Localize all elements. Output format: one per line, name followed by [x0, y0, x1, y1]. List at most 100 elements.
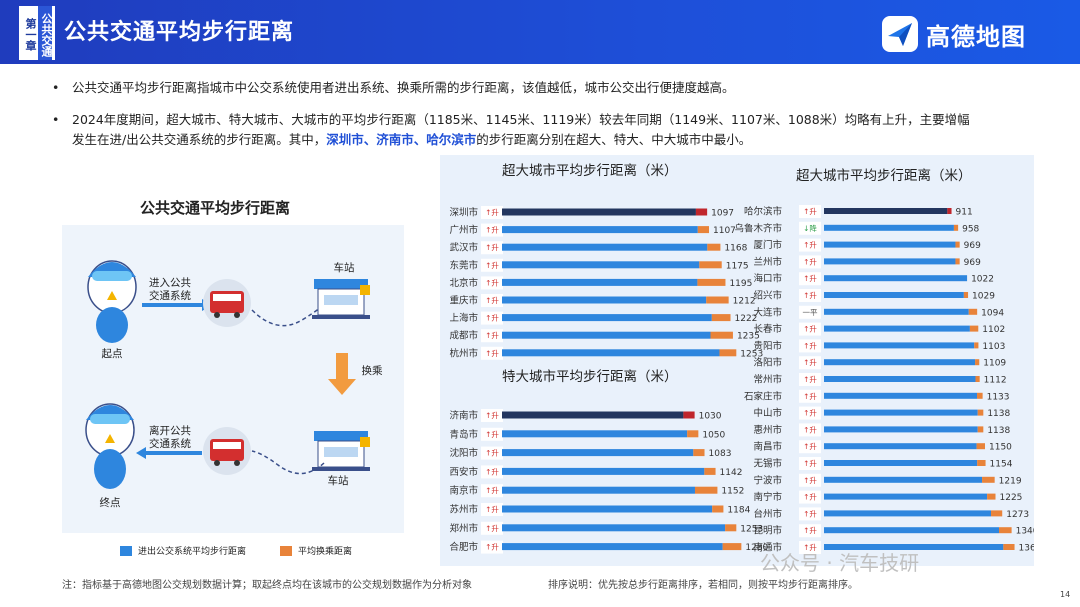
- bar-walk: [824, 527, 999, 534]
- data-label: 1107: [713, 226, 736, 236]
- trend-badge: [799, 221, 821, 235]
- watermark: 公众号 · 汽车技研: [760, 551, 920, 575]
- category-label: 东莞市: [449, 259, 478, 271]
- mascot-icon: [85, 403, 135, 489]
- data-label: 1184: [727, 506, 750, 516]
- trend-label: ↑升: [803, 409, 817, 418]
- exit-label: 离开公共 交通系统: [149, 425, 191, 450]
- trend-badge: [799, 305, 821, 319]
- station-icon: [312, 431, 370, 471]
- category-label: 南通市: [753, 542, 782, 554]
- bar-walk: [824, 376, 976, 382]
- trend-label: ↑升: [803, 257, 817, 266]
- bar-walk: [824, 426, 978, 433]
- bar-transfer: [977, 460, 986, 466]
- end-label: 终点: [99, 497, 121, 509]
- bar-walk: [824, 460, 978, 466]
- trend-label: ↑升: [803, 493, 817, 502]
- trend-badge: [481, 294, 503, 307]
- bar-transfer: [704, 467, 716, 475]
- bar-transfer: [695, 208, 708, 216]
- bar-transfer: [711, 314, 731, 322]
- logo-text: 高德地图: [926, 22, 1026, 51]
- category-label: 北京市: [449, 277, 478, 289]
- trend-label: ↑升: [803, 274, 817, 283]
- bar-walk: [502, 411, 684, 419]
- trend-label: ↑升: [803, 241, 817, 250]
- category-label: 合肥市: [449, 541, 478, 553]
- category-label: 中山市: [753, 407, 782, 419]
- category-label: 沈阳市: [449, 447, 478, 459]
- trend-badge: [799, 490, 821, 504]
- bar-walk: [824, 308, 969, 315]
- trend-label: ↑升: [485, 314, 499, 323]
- paper-plane-icon: [882, 16, 918, 52]
- bar-transfer: [974, 342, 979, 349]
- category-label: 昆明市: [753, 525, 782, 537]
- trend-label: ↑升: [803, 442, 817, 451]
- trend-label: ↑升: [803, 425, 817, 434]
- trend-badge: [481, 311, 503, 325]
- bar-transfer: [977, 409, 984, 416]
- trend-badge: [481, 503, 503, 516]
- data-label: 1253: [740, 524, 763, 534]
- category-label: 绍兴市: [753, 290, 782, 302]
- data-label: 1102: [982, 325, 1005, 335]
- bar-walk: [502, 208, 696, 216]
- bar-transfer: [687, 430, 699, 438]
- bar-transfer: [955, 241, 960, 248]
- data-label: 1253: [740, 349, 763, 359]
- data-label: 1225: [1000, 493, 1023, 503]
- bar-walk: [824, 544, 1004, 550]
- bar-transfer: [987, 493, 996, 500]
- bullet-dot: •: [52, 80, 60, 95]
- bullet-2: • 2024年度期间，超大城市、特大城市、大城市的平均步行距离（1185米、11…: [52, 110, 1042, 152]
- trend-label: ↑升: [485, 505, 499, 514]
- trend-label: ↑升: [485, 208, 499, 217]
- bar-transfer: [694, 486, 718, 494]
- bar-walk: [502, 243, 708, 251]
- data-label: 1142: [720, 468, 743, 478]
- bullet-1: • 公共交通平均步行距离指城市中公交系统使用者进出系统、换乘所需的步行距离，该值…: [52, 78, 1042, 98]
- text-post: 的步行距离分别在超大、特大、中大城市中最小。: [476, 132, 752, 147]
- chart-title: 超大城市平均步行距离（米）: [502, 162, 678, 179]
- data-label: 1152: [721, 487, 744, 497]
- trend-badge: [799, 205, 821, 218]
- data-label: 1103: [982, 342, 1005, 352]
- bar-transfer: [693, 449, 705, 457]
- bar-transfer: [968, 308, 978, 315]
- legend-item-walk: 进出公交系统平均步行距离: [120, 544, 246, 557]
- bar-transfer: [955, 258, 960, 265]
- transfer-label: 换乘: [361, 365, 383, 377]
- category-label: 洛阳市: [753, 357, 782, 369]
- category-label: 兰州市: [753, 256, 782, 268]
- data-label: 1030: [699, 412, 722, 422]
- bar-transfer: [725, 524, 737, 532]
- trend-label: ↑升: [803, 358, 817, 367]
- trend-badge: [799, 473, 821, 487]
- data-label: 969: [964, 258, 981, 268]
- trend-badge: [799, 457, 821, 470]
- trend-badge: [799, 440, 821, 454]
- bar-walk: [824, 409, 978, 416]
- data-label: 1029: [972, 292, 995, 302]
- data-label: 1154: [990, 460, 1013, 470]
- category-label: 惠州市: [753, 424, 782, 436]
- data-label: 1133: [987, 392, 1010, 402]
- bar-transfer: [975, 376, 980, 382]
- diagram-panel: 进入公共 交通系统 离开公共 交通系统 车站 车站 换乘 起点 终点: [62, 225, 404, 533]
- bar-walk: [824, 510, 992, 517]
- trend-badge: [481, 223, 503, 237]
- trend-badge: [481, 540, 503, 554]
- bar-transfer: [969, 325, 979, 332]
- trend-badge: [799, 507, 821, 521]
- trend-label: ↑升: [803, 341, 817, 350]
- bar-transfer: [712, 505, 724, 513]
- footnote-left: 注：指标基于高德地图公交规划数据计算；取起终点均在该城市的公交规划数据作为分析对…: [62, 580, 472, 591]
- bar-transfer: [982, 476, 995, 483]
- trend-label: ↑升: [803, 392, 817, 401]
- chapter-topic: 公共交通: [38, 6, 53, 60]
- category-label: 济南市: [449, 410, 478, 422]
- bar-walk: [502, 278, 698, 286]
- bar-walk: [824, 224, 954, 231]
